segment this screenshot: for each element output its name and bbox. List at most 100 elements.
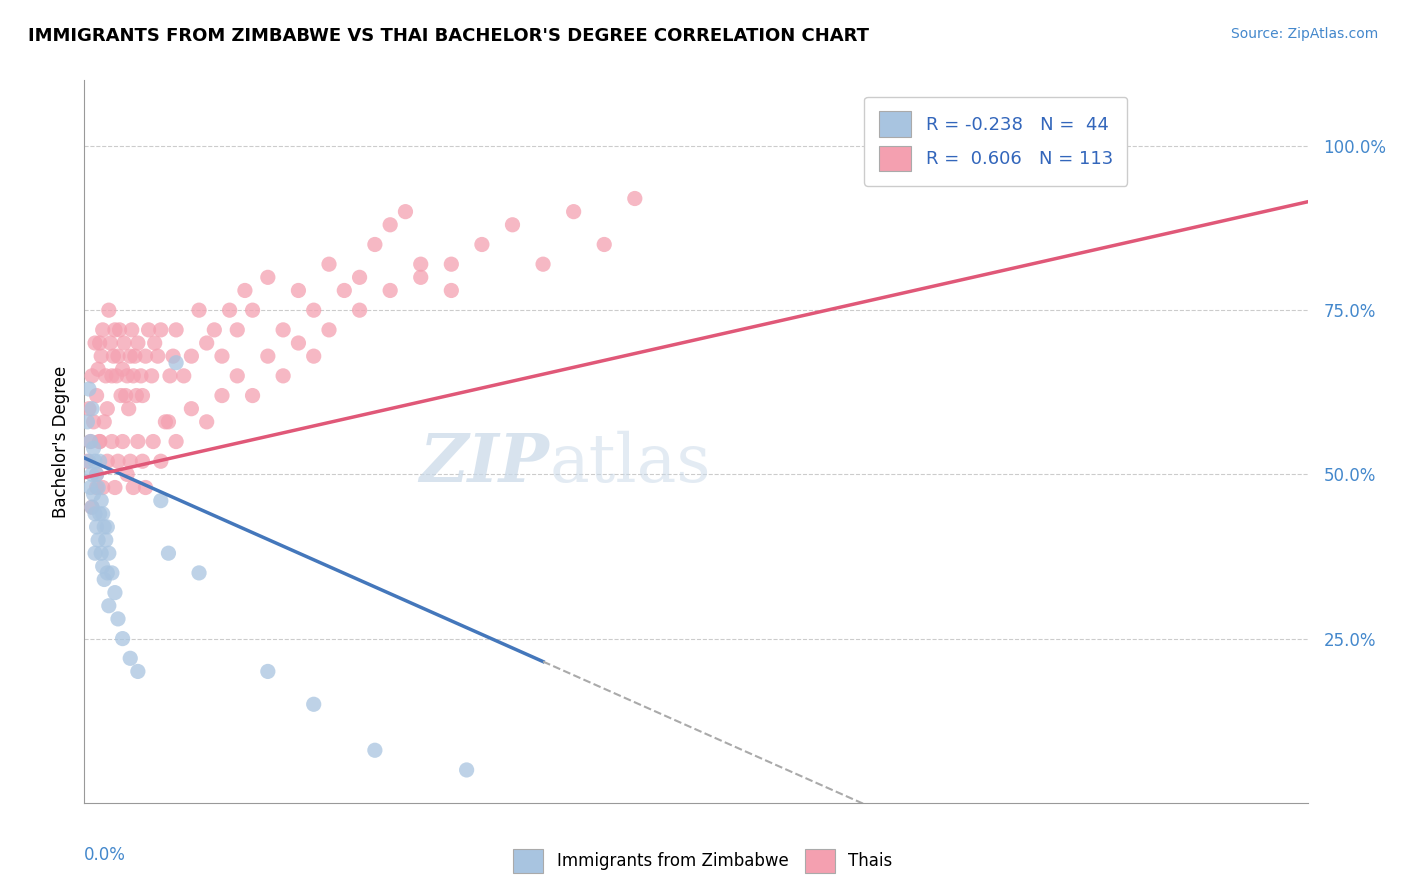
Point [531, 257, 554, 271]
Point [149, 323, 172, 337]
Point [131, 454, 153, 468]
Point [93, 415, 115, 429]
Point [593, 237, 616, 252]
Point [165, 434, 187, 449]
Point [86, 481, 108, 495]
Point [89, 507, 111, 521]
Point [456, 763, 478, 777]
Point [271, 368, 294, 383]
Point [79, 481, 101, 495]
Point [115, 368, 138, 383]
Point [80, 368, 103, 383]
Point [302, 698, 325, 712]
Point [211, 388, 233, 402]
Point [138, 323, 160, 337]
Point [80, 500, 103, 515]
Point [86, 467, 108, 482]
Point [90, 493, 112, 508]
Point [143, 336, 166, 351]
Point [76, 415, 98, 429]
Point [218, 303, 240, 318]
Point [380, 284, 402, 298]
Point [364, 237, 387, 252]
Point [108, 323, 131, 337]
Point [271, 323, 294, 337]
Point [101, 434, 124, 449]
Point [173, 368, 195, 383]
Point [98, 336, 121, 351]
Point [162, 349, 184, 363]
Text: ZIP: ZIP [419, 431, 550, 496]
Point [101, 368, 124, 383]
Point [84, 454, 107, 468]
Point [127, 665, 149, 679]
Point [91, 323, 114, 337]
Point [242, 388, 264, 402]
Point [409, 257, 432, 271]
Point [111, 362, 134, 376]
Point [111, 434, 134, 449]
Point [112, 336, 135, 351]
Point [195, 336, 218, 351]
Point [89, 454, 111, 468]
Text: 0.0%: 0.0% [84, 847, 127, 864]
Point [103, 349, 125, 363]
Point [624, 192, 647, 206]
Point [318, 257, 340, 271]
Point [127, 434, 149, 449]
Point [80, 500, 103, 515]
Point [93, 520, 115, 534]
Point [96, 454, 118, 468]
Point [114, 388, 136, 402]
Point [257, 270, 280, 285]
Point [94, 368, 117, 383]
Point [77, 454, 100, 468]
Point [349, 270, 371, 285]
Point [107, 612, 129, 626]
Point [562, 204, 585, 219]
Point [120, 349, 142, 363]
Y-axis label: Bachelor's Degree: Bachelor's Degree [52, 366, 70, 517]
Point [257, 665, 280, 679]
Point [287, 336, 309, 351]
Point [135, 349, 157, 363]
Point [84, 336, 107, 351]
Point [101, 566, 124, 580]
Point [364, 743, 387, 757]
Point [80, 401, 103, 416]
Point [87, 362, 110, 376]
Point [146, 349, 169, 363]
Point [97, 546, 120, 560]
Point [105, 368, 128, 383]
Point [180, 349, 202, 363]
Point [107, 454, 129, 468]
Point [226, 368, 249, 383]
Point [97, 599, 120, 613]
Legend: R = -0.238   N =  44, R =  0.606   N = 113: R = -0.238 N = 44, R = 0.606 N = 113 [865, 96, 1128, 186]
Point [77, 401, 100, 416]
Point [77, 382, 100, 396]
Point [122, 368, 145, 383]
Text: IMMIGRANTS FROM ZIMBABWE VS THAI BACHELOR'S DEGREE CORRELATION CHART: IMMIGRANTS FROM ZIMBABWE VS THAI BACHELO… [28, 27, 869, 45]
Point [127, 336, 149, 351]
Point [91, 481, 114, 495]
Point [394, 204, 416, 219]
Point [287, 284, 309, 298]
Point [87, 533, 110, 547]
Point [380, 218, 402, 232]
Point [118, 401, 141, 416]
Point [96, 520, 118, 534]
Point [90, 546, 112, 560]
Point [94, 533, 117, 547]
Point [195, 415, 218, 429]
Point [165, 356, 187, 370]
Point [349, 303, 371, 318]
Point [80, 467, 103, 482]
Point [83, 441, 105, 455]
Point [131, 388, 153, 402]
Text: atlas: atlas [550, 431, 710, 496]
Point [440, 257, 463, 271]
Point [86, 388, 108, 402]
Point [188, 303, 211, 318]
Point [318, 323, 340, 337]
